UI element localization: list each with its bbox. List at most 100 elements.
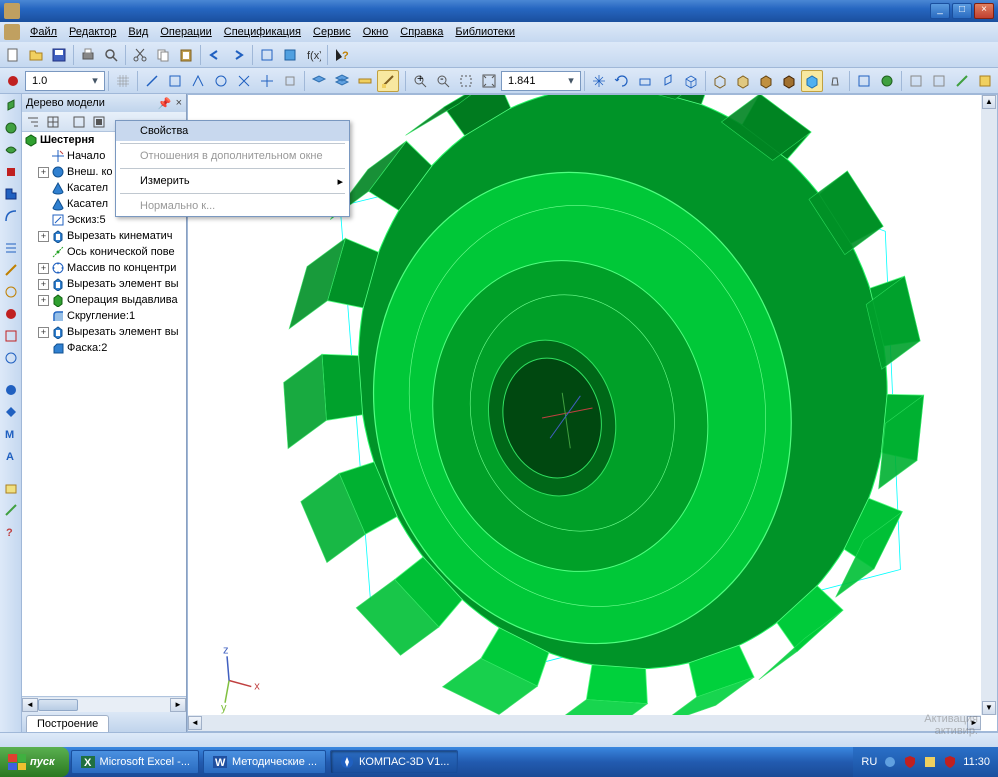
taskbar-button[interactable]: XMicrosoft Excel -...: [71, 750, 199, 774]
tool-y2[interactable]: [928, 70, 950, 92]
start-button[interactable]: пуск: [0, 747, 69, 777]
lt-17[interactable]: [1, 478, 21, 498]
render-hidden[interactable]: [732, 70, 754, 92]
close-button[interactable]: ×: [974, 3, 994, 19]
snap-a[interactable]: [141, 70, 163, 92]
open-button[interactable]: [25, 44, 47, 66]
tree-hscroll[interactable]: ◄ ►: [22, 696, 186, 712]
render-shaded2[interactable]: [778, 70, 800, 92]
menu-window[interactable]: Окно: [357, 24, 395, 40]
tool-fx[interactable]: f(x): [302, 44, 324, 66]
lt-9[interactable]: [1, 282, 21, 302]
tt-3[interactable]: [70, 113, 88, 131]
tray-shield-icon[interactable]: [903, 755, 917, 769]
lt-1[interactable]: [1, 96, 21, 116]
tray-icon2[interactable]: [923, 755, 937, 769]
maximize-button[interactable]: □: [952, 3, 972, 19]
ruler-button[interactable]: [354, 70, 376, 92]
tt-2[interactable]: [44, 113, 62, 131]
ctx-measure[interactable]: Измерить▸: [116, 171, 349, 191]
stop-button[interactable]: [2, 70, 24, 92]
menu-spec[interactable]: Спецификация: [218, 24, 307, 40]
snap-c[interactable]: [187, 70, 209, 92]
redo-button[interactable]: [227, 44, 249, 66]
tree-item[interactable]: +Массив по концентри: [22, 260, 186, 276]
scroll-right-icon[interactable]: ►: [170, 698, 186, 712]
save-button[interactable]: [48, 44, 70, 66]
scroll-left-icon[interactable]: ◄: [22, 698, 38, 712]
tree-item[interactable]: +Вырезать элемент вы: [22, 324, 186, 340]
zoomout-button[interactable]: -: [432, 70, 454, 92]
lt-4[interactable]: [1, 162, 21, 182]
render-wire[interactable]: [709, 70, 731, 92]
menu-help[interactable]: Справка: [394, 24, 449, 40]
tree-item[interactable]: +Вырезать элемент вы: [22, 276, 186, 292]
view-a[interactable]: [634, 70, 656, 92]
tt-1[interactable]: [24, 113, 42, 131]
tree-close-icon[interactable]: ×: [176, 97, 182, 110]
layer-b[interactable]: [331, 70, 353, 92]
snap-g[interactable]: [279, 70, 301, 92]
render-shaded[interactable]: [755, 70, 777, 92]
grid-button[interactable]: [112, 70, 134, 92]
menu-view[interactable]: Вид: [122, 24, 154, 40]
sketch-button[interactable]: [377, 70, 399, 92]
zoomfit-button[interactable]: [478, 70, 500, 92]
paste-button[interactable]: [175, 44, 197, 66]
tool-y1[interactable]: [905, 70, 927, 92]
tool-y3[interactable]: [951, 70, 973, 92]
view-c[interactable]: [680, 70, 702, 92]
menu-operations[interactable]: Операции: [154, 24, 217, 40]
tray-icon[interactable]: [883, 755, 897, 769]
taskbar-button[interactable]: КОМПАС-3D V1...: [330, 750, 458, 774]
tree-pin-icon[interactable]: 📌: [158, 97, 172, 110]
lt-6[interactable]: [1, 206, 21, 226]
lt-2[interactable]: [1, 118, 21, 138]
tool-x2[interactable]: [876, 70, 898, 92]
tool-x1[interactable]: [853, 70, 875, 92]
viewport-vscroll[interactable]: ▲ ▼: [981, 95, 997, 715]
taskbar-button[interactable]: WМетодические ...: [203, 750, 326, 774]
ctx-properties[interactable]: Свойства: [116, 121, 349, 141]
view-b[interactable]: [657, 70, 679, 92]
lt-18[interactable]: [1, 500, 21, 520]
snap-f[interactable]: [256, 70, 278, 92]
snap-d[interactable]: [210, 70, 232, 92]
menu-service[interactable]: Сервис: [307, 24, 357, 40]
tray-shield2-icon[interactable]: [943, 755, 957, 769]
tool-a[interactable]: [256, 44, 278, 66]
layer-a[interactable]: [308, 70, 330, 92]
clock[interactable]: 11:30: [963, 756, 990, 768]
render-color[interactable]: [801, 70, 823, 92]
tree-item[interactable]: Ось конической пове: [22, 244, 186, 260]
lt-7[interactable]: [1, 238, 21, 258]
lt-15[interactable]: M: [1, 424, 21, 444]
render-persp[interactable]: [824, 70, 846, 92]
lt-14[interactable]: [1, 402, 21, 422]
lt-5[interactable]: [1, 184, 21, 204]
help-button[interactable]: ?: [331, 44, 353, 66]
scale1-combo[interactable]: 1.0 ▾: [25, 71, 105, 91]
lang-indicator[interactable]: RU: [861, 756, 877, 768]
menu-file[interactable]: Файл: [24, 24, 63, 40]
snap-b[interactable]: [164, 70, 186, 92]
scroll-up-icon[interactable]: ▲: [982, 95, 996, 109]
snap-e[interactable]: [233, 70, 255, 92]
lt-19[interactable]: ?: [1, 522, 21, 542]
tree-item[interactable]: +Операция выдавлива: [22, 292, 186, 308]
cut-button[interactable]: [129, 44, 151, 66]
new-button[interactable]: [2, 44, 24, 66]
copy-button[interactable]: [152, 44, 174, 66]
zoomwin-button[interactable]: [455, 70, 477, 92]
preview-button[interactable]: [100, 44, 122, 66]
minimize-button[interactable]: _: [930, 3, 950, 19]
viewport-hscroll[interactable]: ◄ ►: [188, 715, 981, 731]
undo-button[interactable]: [204, 44, 226, 66]
rotate-button[interactable]: [611, 70, 633, 92]
lt-16[interactable]: A: [1, 446, 21, 466]
tt-4[interactable]: [90, 113, 108, 131]
scroll-left-icon[interactable]: ◄: [188, 716, 202, 730]
lt-3[interactable]: [1, 140, 21, 160]
lt-13[interactable]: [1, 380, 21, 400]
lt-11[interactable]: [1, 326, 21, 346]
